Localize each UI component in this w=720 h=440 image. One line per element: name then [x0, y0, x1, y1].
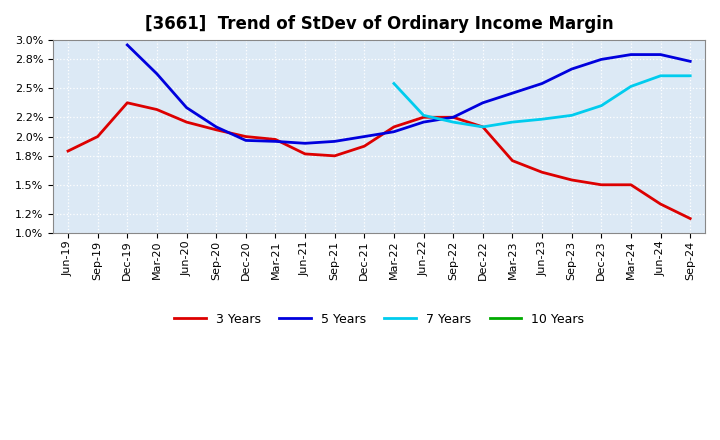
- 3 Years: [63, 148, 72, 154]
- 7 Years: [419, 113, 428, 118]
- 7 Years: [567, 113, 576, 118]
- Line: 7 Years: 7 Years: [394, 76, 690, 127]
- 5 Years: [271, 139, 280, 144]
- 3 Years: [390, 124, 398, 129]
- 7 Years: [390, 81, 398, 86]
- 3 Years: [94, 134, 102, 139]
- 3 Years: [419, 115, 428, 120]
- 3 Years: [182, 119, 191, 125]
- 3 Years: [153, 107, 161, 112]
- 5 Years: [597, 57, 606, 62]
- 3 Years: [656, 202, 665, 207]
- 5 Years: [686, 59, 695, 64]
- 5 Years: [419, 119, 428, 125]
- 5 Years: [360, 134, 369, 139]
- 7 Years: [597, 103, 606, 108]
- 3 Years: [301, 151, 310, 157]
- 5 Years: [567, 66, 576, 72]
- 7 Years: [656, 73, 665, 78]
- 5 Years: [153, 71, 161, 77]
- 3 Years: [567, 177, 576, 183]
- 7 Years: [626, 84, 635, 89]
- 3 Years: [686, 216, 695, 221]
- 3 Years: [360, 143, 369, 149]
- 3 Years: [241, 134, 250, 139]
- 7 Years: [479, 124, 487, 129]
- 3 Years: [508, 158, 517, 163]
- 3 Years: [123, 100, 132, 106]
- 7 Years: [449, 119, 457, 125]
- 3 Years: [449, 115, 457, 120]
- 5 Years: [479, 100, 487, 106]
- 5 Years: [656, 52, 665, 57]
- 3 Years: [538, 169, 546, 175]
- Line: 3 Years: 3 Years: [68, 103, 690, 219]
- 3 Years: [626, 182, 635, 187]
- 3 Years: [271, 137, 280, 142]
- 3 Years: [597, 182, 606, 187]
- 7 Years: [508, 119, 517, 125]
- 5 Years: [449, 115, 457, 120]
- 5 Years: [212, 124, 220, 129]
- 7 Years: [686, 73, 695, 78]
- 3 Years: [330, 153, 339, 158]
- 5 Years: [508, 91, 517, 96]
- 5 Years: [390, 129, 398, 134]
- 5 Years: [241, 138, 250, 143]
- 5 Years: [626, 52, 635, 57]
- Legend: 3 Years, 5 Years, 7 Years, 10 Years: 3 Years, 5 Years, 7 Years, 10 Years: [174, 312, 584, 326]
- 3 Years: [479, 124, 487, 129]
- Title: [3661]  Trend of StDev of Ordinary Income Margin: [3661] Trend of StDev of Ordinary Income…: [145, 15, 613, 33]
- 5 Years: [182, 105, 191, 110]
- 5 Years: [301, 141, 310, 146]
- Line: 5 Years: 5 Years: [127, 45, 690, 143]
- 5 Years: [538, 81, 546, 86]
- 5 Years: [330, 139, 339, 144]
- 3 Years: [212, 127, 220, 132]
- 7 Years: [538, 117, 546, 122]
- 5 Years: [123, 42, 132, 48]
